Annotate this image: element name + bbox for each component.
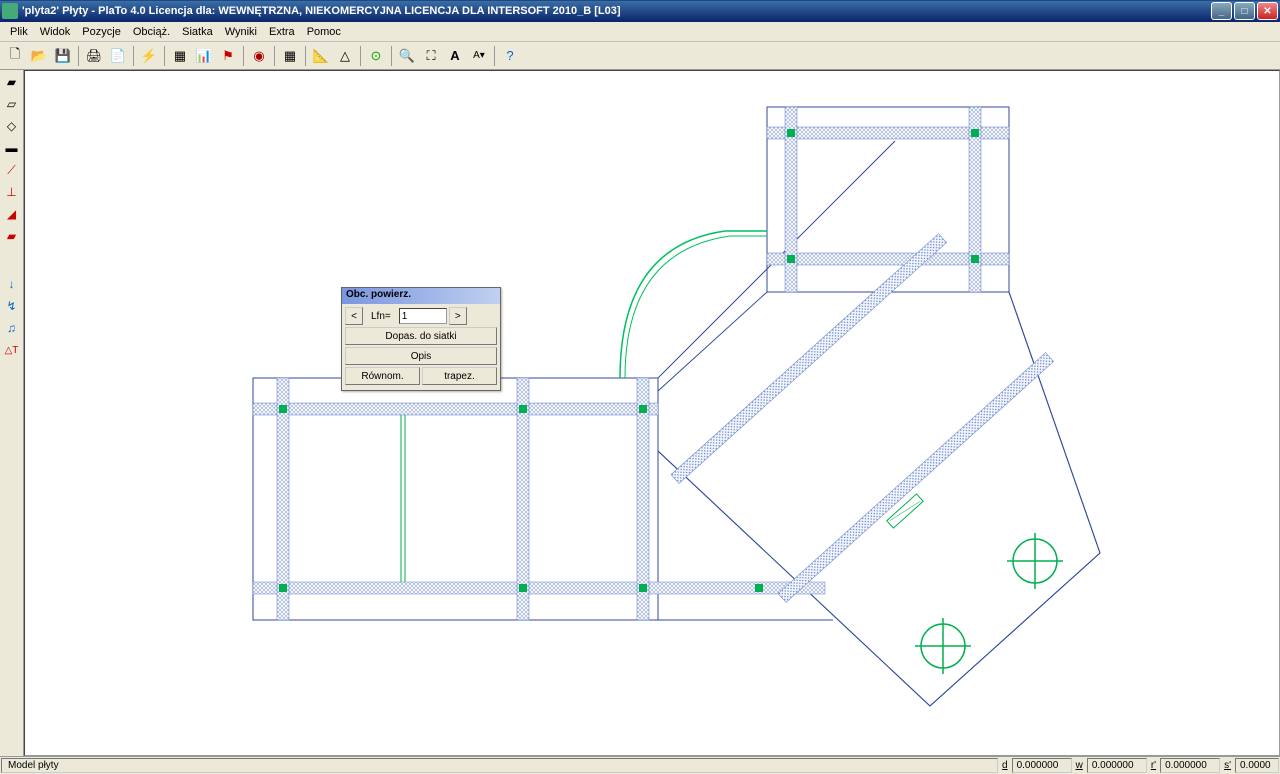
status-s-value: 0.0000 [1235,758,1279,773]
shape4-icon[interactable]: ⟋ [2,160,22,180]
minimize-button[interactable]: _ [1211,2,1232,20]
curve-icon[interactable]: ↯ [2,296,22,316]
text-a2-icon[interactable]: A▾ [468,45,490,67]
preview-icon[interactable]: 📄 [107,45,129,67]
arrow-icon[interactable]: ↓ [2,274,22,294]
titlebar: 'plyta2' Płyty - PlaTo 4.0 Licencja dla:… [0,0,1280,22]
delta-t-icon[interactable]: △T [2,340,22,360]
prev-button[interactable]: < [345,307,363,325]
menu-widok[interactable]: Widok [34,24,77,40]
status-w-label: w [1073,760,1086,771]
print-icon[interactable]: 🖨 [83,45,105,67]
zoom-icon[interactable]: 🔍 [396,45,418,67]
shape1-icon[interactable]: ▱ [2,94,22,114]
status-r-value: 0.000000 [1160,758,1220,773]
lfn-label: Lfn= [365,311,397,322]
close-button[interactable]: ✕ [1257,2,1278,20]
grid-icon[interactable]: ▦ [169,45,191,67]
structural-drawing [25,71,1280,756]
maximize-button[interactable]: □ [1234,2,1255,20]
status-d-label: d [999,760,1011,771]
target-icon[interactable]: ⊙ [365,45,387,67]
support-icon[interactable]: ⊥ [2,182,22,202]
toolbar: 🗋 📂 💾 🖨 📄 ⚡ ▦ 📊 ⚑ ◉ ▦ 📐 △ ⊙ 🔍 ⛶ A A▾ ? [0,42,1280,70]
dialog-title: Obc. powierz. [342,288,500,304]
shape2-icon[interactable]: ◇ [2,116,22,136]
menu-pozycje[interactable]: Pozycje [76,24,127,40]
trapez-button[interactable]: trapez. [422,367,497,385]
status-text: Model płyty [1,758,998,773]
shape5-icon[interactable]: ◢ [2,204,22,224]
menu-extra[interactable]: Extra [263,24,301,40]
zoomfit-icon[interactable]: ⛶ [420,45,442,67]
status-w-value: 0.000000 [1087,758,1147,773]
lfn-input[interactable] [399,308,447,324]
description-button[interactable]: Opis [345,347,497,365]
statusbar: Model płyty d 0.000000 w 0.000000 r' 0.0… [0,756,1280,774]
menu-siatka[interactable]: Siatka [176,24,219,40]
status-d-value: 0.000000 [1012,758,1072,773]
surface-load-dialog[interactable]: Obc. powierz. < Lfn= > Dopas. do siatki … [341,287,501,391]
flag-icon[interactable]: ⚑ [217,45,239,67]
graph-icon[interactable]: 📊 [193,45,215,67]
stamp-icon[interactable]: ◉ [248,45,270,67]
shape6-icon[interactable]: ▰ [2,226,22,246]
next-button[interactable]: > [449,307,467,325]
grid2-icon[interactable]: ▦ [279,45,301,67]
text-a-icon[interactable]: A [444,45,466,67]
menubar: Plik Widok Pozycje Obciąż. Siatka Wyniki… [0,22,1280,42]
menu-pomoc[interactable]: Pomoc [301,24,347,40]
shape3-icon[interactable]: ▬ [2,138,22,158]
menu-obciaz[interactable]: Obciąż. [127,24,176,40]
line-tool-icon[interactable]: ▰ [2,72,22,92]
menu-plik[interactable]: Plik [4,24,34,40]
menu-wyniki[interactable]: Wyniki [219,24,263,40]
window-title: 'plyta2' Płyty - PlaTo 4.0 Licencja dla:… [22,5,1211,17]
app-icon [2,3,18,19]
save-icon[interactable]: 💾 [52,45,74,67]
left-toolbox: ▰ ▱ ◇ ▬ ⟋ ⊥ ◢ ▰ ↓ ↯ ♫ △T [0,70,24,756]
status-r-label: r' [1148,760,1159,771]
status-s-label: s' [1221,760,1234,771]
drawing-canvas[interactable]: Obc. powierz. < Lfn= > Dopas. do siatki … [24,70,1280,756]
measure-icon[interactable]: 📐 [310,45,332,67]
help-icon[interactable]: ? [499,45,521,67]
fit-grid-button[interactable]: Dopas. do siatki [345,327,497,345]
open-icon[interactable]: 📂 [28,45,50,67]
bolt-icon[interactable]: ⚡ [138,45,160,67]
music-icon[interactable]: ♫ [2,318,22,338]
new-icon[interactable]: 🗋 [4,45,26,67]
angle-icon[interactable]: △ [334,45,356,67]
uniform-button[interactable]: Równom. [345,367,420,385]
